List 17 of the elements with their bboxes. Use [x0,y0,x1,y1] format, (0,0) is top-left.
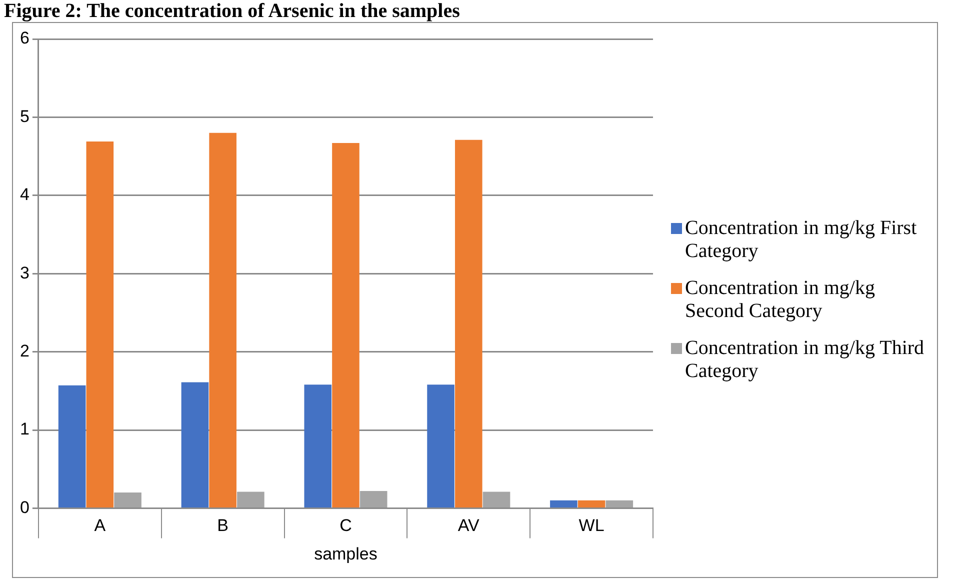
x-tick-label: A [94,516,106,536]
x-tick-label: AV [458,516,480,536]
x-tick-label: C [340,516,352,536]
y-tick-label: 1 [20,420,30,439]
y-tick-label: 0 [20,498,30,517]
legend-label: Concentration in mg/kg Third Category [685,337,926,383]
y-tick-label: 3 [20,263,30,282]
y-tick-label: 2 [20,341,30,360]
x-tick-label: WL [578,516,604,536]
y-tick-label: 4 [20,185,30,204]
legend-label: Concentration in mg/kg First Category [685,217,918,263]
x-tick-label: B [217,516,228,536]
y-tick-label: 5 [20,106,30,126]
y-tick-label: 6 [20,28,30,48]
legend-label: Concentration in mg/kg Second Category [685,277,876,323]
chart-title: Figure 2: The concentration of Arsenic in the samples [4,0,460,22]
x-axis-title: samples [314,544,378,564]
